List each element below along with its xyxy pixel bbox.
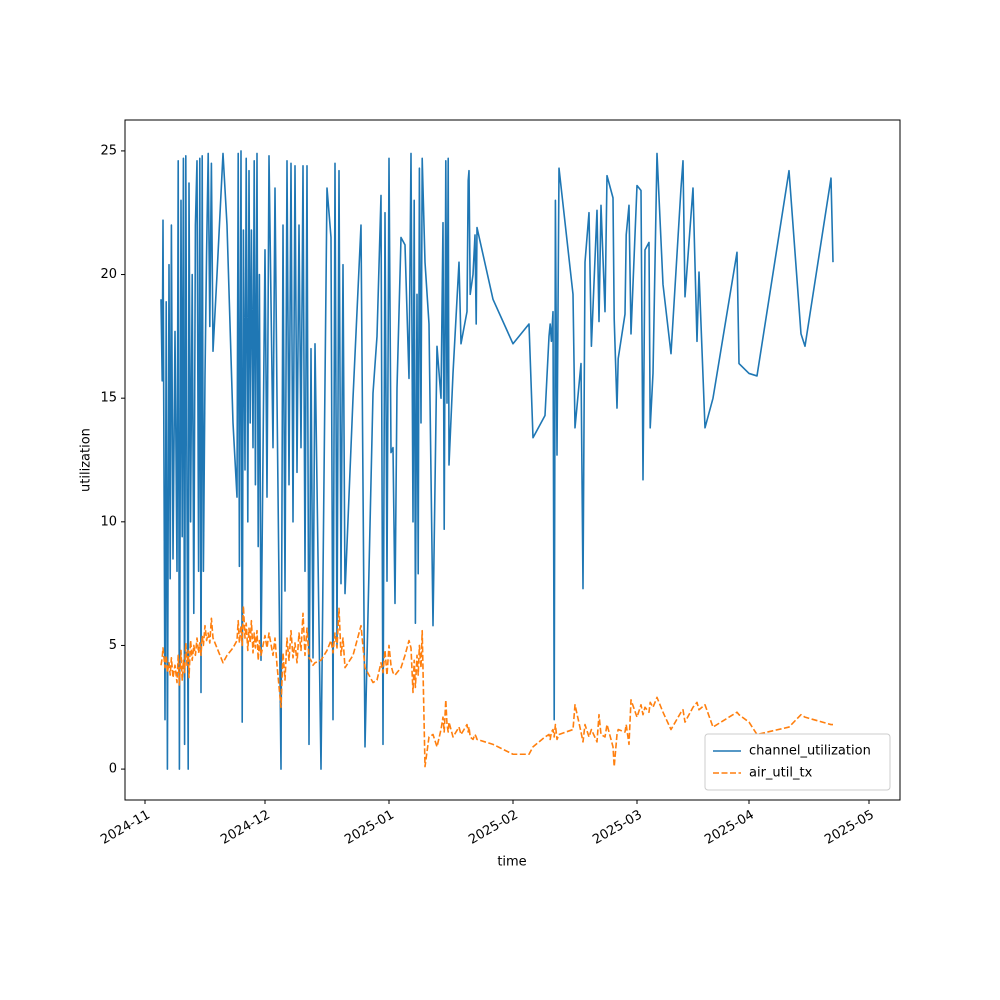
x-tick-label: 2025-05 — [822, 808, 877, 848]
y-tick-label: 0 — [109, 762, 117, 777]
y-tick-label: 15 — [100, 391, 117, 406]
y-tick-label: 5 — [109, 638, 117, 653]
x-axis-label: time — [497, 855, 526, 870]
legend-label: air_util_tx — [749, 766, 813, 781]
y-tick-label: 20 — [100, 267, 117, 282]
plot-frame — [124, 119, 901, 801]
y-tick-label: 10 — [100, 514, 117, 529]
y-axis-label: utilization — [79, 428, 94, 492]
legend-label: channel_utilization — [749, 744, 871, 759]
x-tick-label: 2025-02 — [466, 808, 521, 848]
x-tick-label: 2024-12 — [218, 808, 273, 848]
x-tick-label: 2024-11 — [98, 808, 153, 848]
series-line — [160, 150, 834, 770]
legend-box — [704, 733, 891, 791]
y-tick-label: 25 — [100, 143, 117, 158]
x-tick-label: 2025-04 — [702, 808, 757, 848]
series-line — [160, 605, 833, 768]
x-tick-label: 2025-03 — [590, 808, 645, 848]
x-tick-label: 2025-01 — [342, 808, 397, 848]
